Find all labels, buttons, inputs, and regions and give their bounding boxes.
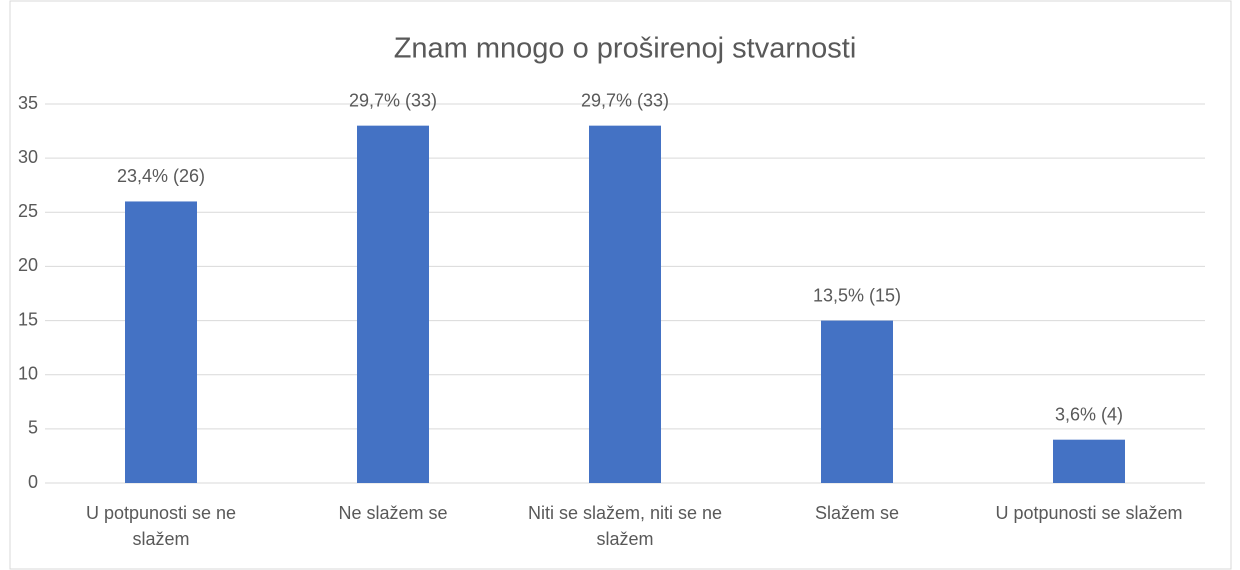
x-tick-label: U potpunosti se ne slažem [85,503,237,549]
x-tick-label: U potpunosti se slažem [995,503,1183,523]
data-label: 3,6% (4) [1055,404,1123,424]
data-label: 29,7% (33) [349,90,437,110]
y-tick-label: 0 [28,472,38,492]
bar [125,201,197,483]
y-tick-label: 10 [18,363,38,383]
bar [1053,439,1125,483]
bar [357,125,429,484]
y-tick-label: 20 [18,255,38,275]
x-tick-label: Slažem se [814,503,900,523]
x-tick-label: Ne slažem se [338,503,448,523]
bar [821,320,893,483]
chart-title: Znam mnogo o proširenoj stvarnosti [394,33,857,65]
bar [589,125,661,484]
chart-border [9,0,1232,570]
data-label: 13,5% (15) [813,285,901,305]
y-tick-label: 25 [18,201,38,221]
x-tick-label: Niti se slažem, niti se ne slažem [527,503,723,549]
data-label: 29,7% (33) [581,90,669,110]
data-label: 23,4% (26) [117,166,205,186]
y-tick-label: 5 [28,418,38,438]
y-tick-label: 15 [18,309,38,329]
y-tick-label: 35 [18,93,38,113]
y-tick-label: 30 [18,147,38,167]
